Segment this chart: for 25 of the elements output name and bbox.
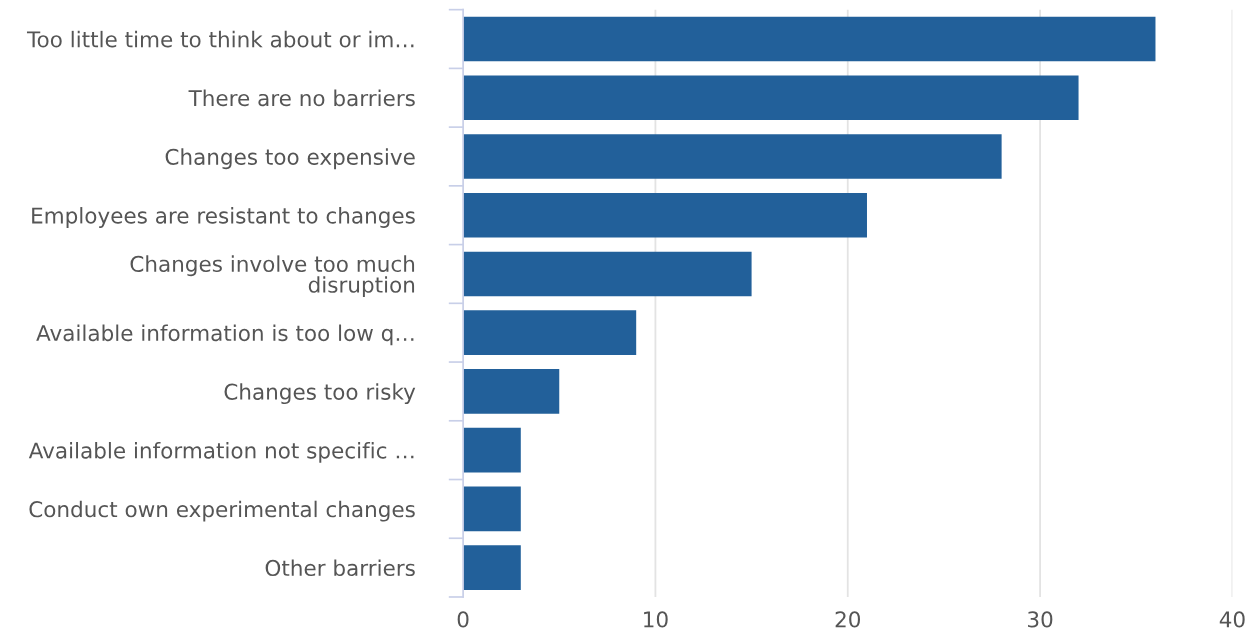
bar xyxy=(463,251,752,297)
y-tick-label: Employees are resistant to changes xyxy=(32,207,415,228)
x-tick-label: 20 xyxy=(835,611,861,628)
y-tick-label: Changes too risky xyxy=(224,383,416,405)
bar xyxy=(463,310,637,356)
bar xyxy=(463,134,1002,179)
y-tick-label: Available information is too low q… xyxy=(36,324,414,346)
bar xyxy=(463,369,560,414)
y-tick-label: Other barriers xyxy=(265,559,415,577)
y-tick-label: Conduct own experimental changes xyxy=(29,500,415,522)
y-tick-label: There are no barriers xyxy=(188,89,415,107)
y-tick-label: Changes involve too much disruption xyxy=(130,255,415,298)
bar xyxy=(463,427,521,473)
bar xyxy=(463,16,1156,62)
x-tick-label: 10 xyxy=(644,611,668,628)
y-tick-label: Changes too expensive xyxy=(165,148,415,170)
x-tick-label: 0 xyxy=(457,611,469,628)
bar xyxy=(463,545,521,590)
bar xyxy=(463,192,867,238)
x-tick-label: 30 xyxy=(1028,611,1053,628)
bar xyxy=(463,486,521,532)
y-tick-label: Too little time to think about or im… xyxy=(26,30,414,48)
bar xyxy=(463,75,1079,121)
x-tick-label: 40 xyxy=(1219,611,1245,628)
y-tick-label: Available information not specific … xyxy=(28,441,414,463)
